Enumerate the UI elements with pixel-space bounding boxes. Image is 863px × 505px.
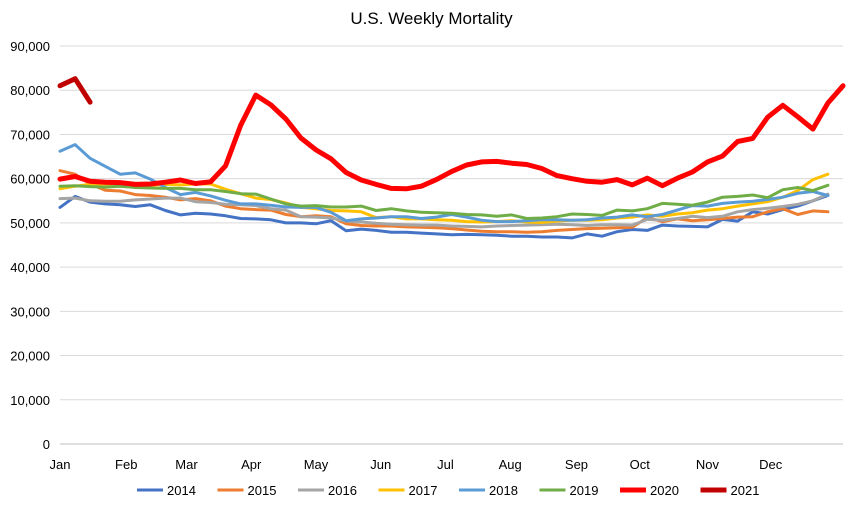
x-tick-label: Jun	[370, 457, 391, 472]
legend-label: 2016	[328, 483, 357, 498]
legend-item-2015: 2015	[217, 483, 277, 498]
legend-label: 2015	[248, 483, 277, 498]
y-tick-label: 60,000	[10, 172, 50, 187]
x-tick-label: Jul	[437, 457, 454, 472]
x-tick-label: Nov	[696, 457, 720, 472]
legend-label: 2017	[409, 483, 438, 498]
legend-item-2014: 2014	[137, 483, 196, 498]
legend-label: 2019	[570, 483, 599, 498]
chart-title: U.S. Weekly Mortality	[350, 9, 513, 28]
y-tick-label: 70,000	[10, 127, 50, 142]
legend-label: 2018	[489, 483, 518, 498]
series-lines	[57, 76, 846, 240]
legend-label: 2020	[650, 483, 679, 498]
legend-item-2017: 2017	[378, 483, 438, 498]
y-tick-label: 50,000	[10, 216, 50, 231]
legend-item-2021: 2021	[700, 483, 760, 498]
legend: 2014 2015 2016 2017 2018 2019 2020 2021	[137, 483, 759, 498]
series-line-2021	[57, 76, 93, 105]
legend-label: 2021	[731, 483, 760, 498]
series-line-2018	[58, 143, 830, 224]
x-tick-label: May	[304, 457, 329, 472]
legend-label: 2014	[167, 483, 196, 498]
series-line-2020	[57, 83, 846, 192]
legend-item-2020: 2020	[620, 483, 679, 498]
y-tick-label: 40,000	[10, 260, 50, 275]
y-tick-label: 20,000	[10, 349, 50, 364]
series-line-2016	[58, 192, 830, 229]
series-line-2017	[58, 172, 830, 224]
x-tick-label: Mar	[175, 457, 198, 472]
legend-item-2019: 2019	[539, 483, 599, 498]
x-tick-label: Aug	[499, 457, 522, 472]
legend-item-2018: 2018	[459, 483, 518, 498]
y-tick-label: 90,000	[10, 39, 50, 54]
y-tick-label: 0	[43, 437, 50, 452]
x-tick-label: Dec	[759, 457, 783, 472]
x-tick-label: Oct	[630, 457, 651, 472]
axes: 0 10,000 20,000 30,000 40,000 50,000 60,000 70,…	[10, 39, 843, 472]
y-tick-label: 10,000	[10, 393, 50, 408]
gridlines	[60, 45, 843, 401]
y-tick-label: 80,000	[10, 83, 50, 98]
x-tick-label: Sep	[565, 457, 588, 472]
series-line-2019	[58, 183, 830, 220]
x-tick-label: Jan	[50, 457, 71, 472]
y-tick-label: 30,000	[10, 304, 50, 319]
x-tick-label: Feb	[115, 457, 137, 472]
x-tick-label: Apr	[241, 457, 262, 472]
legend-item-2016: 2016	[298, 483, 357, 498]
series-line-2014	[58, 194, 830, 240]
